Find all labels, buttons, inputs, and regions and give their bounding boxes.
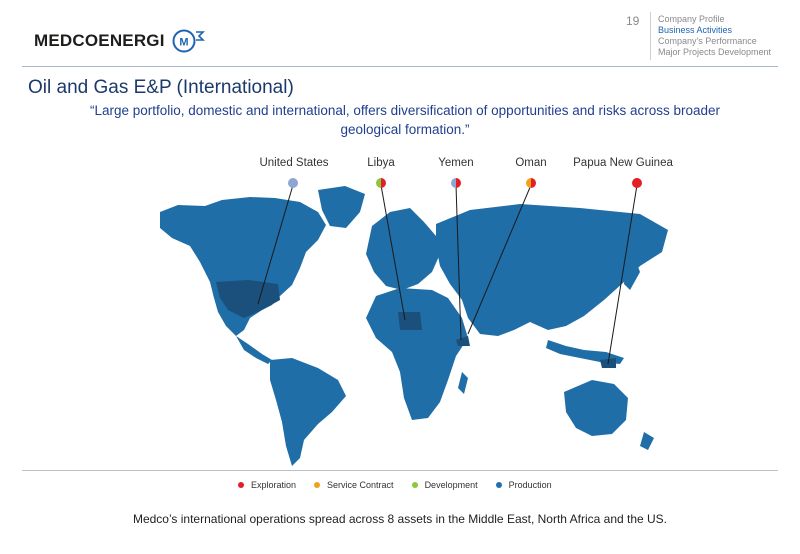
north-america-shape bbox=[160, 197, 326, 336]
legend-swatch-production bbox=[495, 482, 502, 488]
nav-item-company-profile[interactable]: Company Profile bbox=[658, 14, 725, 24]
medco-logo: MedcoEnergi M bbox=[34, 28, 205, 54]
quote-text: “Large portfolio, domestic and internati… bbox=[89, 103, 721, 137]
libya-marker bbox=[376, 178, 386, 188]
libya-highlight bbox=[398, 312, 422, 330]
leader-lines bbox=[257, 184, 638, 365]
legend-swatch-service-contract bbox=[314, 482, 321, 488]
legend-label: Service Contract bbox=[327, 480, 394, 490]
europe-shape bbox=[366, 208, 440, 290]
legend-label: Exploration bbox=[251, 480, 297, 490]
location-label-oman: Oman bbox=[515, 157, 546, 169]
indonesia-shape bbox=[546, 340, 624, 364]
leader-line-png bbox=[607, 184, 638, 365]
logo-emblem-icon: M bbox=[172, 29, 205, 53]
australia-shape bbox=[564, 380, 628, 436]
location-label-yemen: Yemen bbox=[438, 157, 473, 169]
yemen-marker bbox=[451, 178, 461, 188]
central-america-shape bbox=[236, 336, 272, 364]
japan-shape bbox=[624, 256, 640, 290]
footer-caption: Medco’s international operations spread … bbox=[132, 512, 668, 526]
new-zealand-shape bbox=[640, 432, 654, 450]
legend-label: Development bbox=[424, 480, 478, 490]
page-number: 19 bbox=[626, 14, 640, 28]
nav-item-major-projects[interactable]: Major Projects Development bbox=[658, 47, 772, 57]
nav-item-business-activities[interactable]: Business Activities bbox=[658, 25, 733, 35]
legend-swatch-development bbox=[411, 482, 418, 488]
leader-line-libya bbox=[380, 184, 406, 321]
section-nav: Company Profile Business Activities Comp… bbox=[658, 14, 771, 58]
nav-item-company-performance[interactable]: Company's Performance bbox=[658, 36, 757, 46]
asia-shape bbox=[436, 204, 668, 336]
location-label-us: United States bbox=[259, 157, 328, 169]
png-exploration-marker bbox=[632, 178, 642, 188]
leader-line-us bbox=[257, 184, 294, 305]
oman-marker bbox=[526, 178, 536, 188]
usa-highlight bbox=[216, 280, 280, 318]
legend-item-development: Development bbox=[411, 480, 478, 490]
logo-wordmark: MedcoEnergi bbox=[34, 31, 165, 50]
madagascar-shape bbox=[458, 372, 468, 394]
header-divider bbox=[22, 66, 778, 67]
africa-shape bbox=[366, 288, 468, 420]
nav-divider bbox=[650, 12, 651, 60]
south-america-shape bbox=[270, 358, 346, 466]
location-label-libya: Libya bbox=[367, 157, 395, 169]
greenland-shape bbox=[318, 186, 365, 228]
page-title: Oil and Gas E&P (International) bbox=[28, 77, 294, 98]
legend-label: Production bbox=[508, 480, 552, 490]
legend-item-production: Production bbox=[495, 480, 552, 490]
leader-line-oman bbox=[467, 184, 532, 335]
footer-divider bbox=[22, 470, 778, 471]
location-label-png: Papua New Guinea bbox=[573, 157, 673, 169]
legend-item-service-contract: Service Contract bbox=[314, 480, 394, 490]
legend-swatch-exploration bbox=[238, 482, 244, 488]
legend-item-exploration: Exploration bbox=[238, 480, 296, 490]
map-legend: Exploration Service Contract Development… bbox=[238, 480, 570, 490]
leader-line-yemen bbox=[455, 184, 462, 341]
us-production-marker bbox=[288, 178, 298, 188]
svg-text:M: M bbox=[179, 37, 188, 49]
yemen-highlight bbox=[456, 336, 470, 346]
continents bbox=[160, 186, 668, 466]
